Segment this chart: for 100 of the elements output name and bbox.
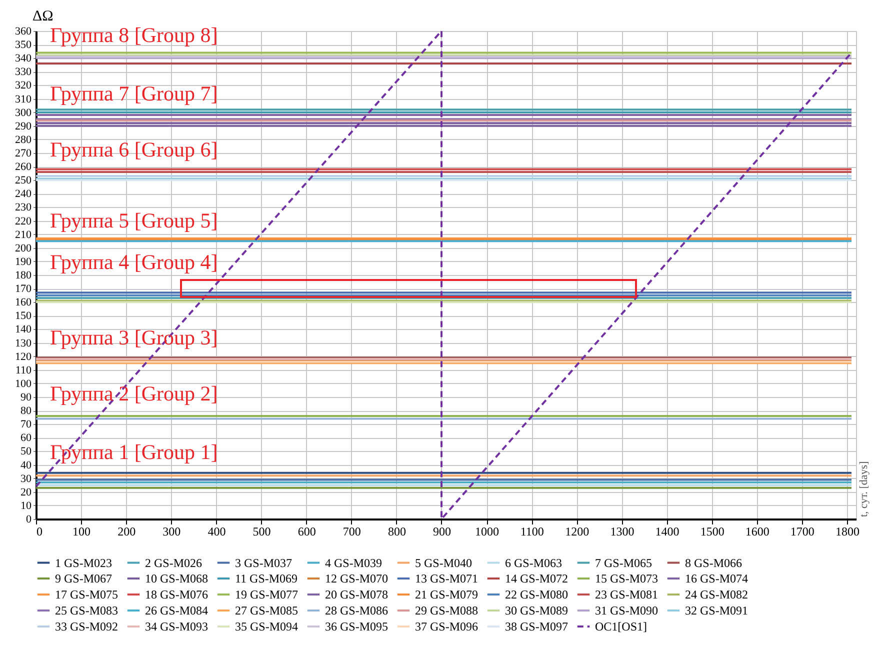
legend-label: 32 GS-M091 xyxy=(685,604,748,618)
annotation: Группа 4 [Group 4] xyxy=(50,250,218,274)
y-tick-label: 280 xyxy=(15,134,32,146)
legend-label: 23 GS-M081 xyxy=(595,588,658,602)
y-tick-label: 90 xyxy=(20,392,32,404)
legend-label: 2 GS-M026 xyxy=(145,556,202,570)
y-tick-label: 200 xyxy=(15,242,32,254)
legend-label: 5 GS-M040 xyxy=(415,556,472,570)
legend-label: 35 GS-M094 xyxy=(235,620,298,634)
x-tick-label: 1600 xyxy=(745,524,770,538)
legend-label: 3 GS-M037 xyxy=(235,556,292,570)
legend-label: 38 GS-M097 xyxy=(505,620,568,634)
annotation: Группа 1 [Group 1] xyxy=(50,440,218,464)
y-tick-label: 260 xyxy=(15,161,32,174)
y-tick-label: 70 xyxy=(20,418,32,431)
legend-label: 31 GS-M090 xyxy=(595,604,658,618)
legend-label: 33 GS-M092 xyxy=(55,620,118,634)
y-tick-label: 330 xyxy=(15,66,32,78)
x-tick-label: 100 xyxy=(72,524,91,538)
y-tick-label: 290 xyxy=(15,120,32,132)
y-axis-title: ΔΩ xyxy=(32,8,54,24)
legend-label: 19 GS-M077 xyxy=(235,588,298,602)
annotation: Группа 8 [Group 8] xyxy=(50,22,218,47)
legend-label: 18 GS-M076 xyxy=(145,588,208,602)
y-tick-label: 350 xyxy=(15,39,32,52)
legend-label: 13 GS-M071 xyxy=(415,572,478,586)
y-tick-label: 140 xyxy=(15,324,32,336)
x-tick-label: 700 xyxy=(342,524,361,538)
legend-label: 25 GS-M083 xyxy=(55,604,118,618)
y-tick-label: 320 xyxy=(15,80,32,92)
x-tick-label: 200 xyxy=(118,524,136,538)
legend-label: 6 GS-M063 xyxy=(505,556,562,570)
y-tick-label: 80 xyxy=(20,405,32,418)
legend-label: 12 GS-M070 xyxy=(325,572,388,586)
legend-label: 20 GS-M078 xyxy=(325,588,388,602)
y-tick-label: 160 xyxy=(15,296,32,309)
x-tick-label: 600 xyxy=(298,524,316,538)
legend-label: 8 GS-M066 xyxy=(685,556,742,570)
annotation: Группа 3 [Group 3] xyxy=(50,325,218,350)
legend-label: 27 GS-M085 xyxy=(235,604,298,618)
legend-label: OC1[OS1] xyxy=(595,620,648,634)
y-tick-label: 60 xyxy=(20,432,32,444)
x-tick-label: 1800 xyxy=(835,524,860,538)
y-tick-label: 220 xyxy=(15,215,32,228)
legend-label: 26 GS-M084 xyxy=(145,604,208,618)
legend-label: 17 GS-M075 xyxy=(55,588,118,602)
y-tick-label: 50 xyxy=(20,446,32,458)
legend-label: 22 GS-M080 xyxy=(505,588,568,602)
text: t, сут. [days] xyxy=(858,461,870,517)
y-tick-label: 170 xyxy=(15,283,32,296)
legend-label: 36 GS-M095 xyxy=(325,620,388,634)
y-tick-label: 190 xyxy=(15,256,32,268)
y-tick-label: 100 xyxy=(15,378,32,390)
legend-label: 29 GS-M088 xyxy=(415,604,478,618)
legend-label: 16 GS-M074 xyxy=(685,572,748,586)
annotation: Группа 2 [Group 2] xyxy=(50,382,218,406)
legend-label: 37 GS-M096 xyxy=(415,620,478,634)
legend-label: 28 GS-M086 xyxy=(325,604,388,618)
x-tick-label: 0 xyxy=(36,524,42,538)
y-tick-label: 210 xyxy=(15,228,32,241)
legend-label: 9 GS-M067 xyxy=(55,572,112,586)
y-tick-label: 310 xyxy=(15,93,32,106)
y-tick-label: 30 xyxy=(20,472,32,485)
x-tick-label: 300 xyxy=(162,524,181,538)
y-tick-label: 300 xyxy=(15,106,32,119)
x-tick-label: 500 xyxy=(252,524,271,538)
y-tick-label: 10 xyxy=(20,500,32,512)
legend-label: 10 GS-M068 xyxy=(145,572,208,586)
x-tick-label: 800 xyxy=(388,524,406,538)
y-tick-label: 150 xyxy=(15,310,32,322)
legend-label: 15 GS-M073 xyxy=(595,572,658,586)
y-tick-label: 110 xyxy=(15,364,32,376)
y-tick-label: 40 xyxy=(20,459,32,472)
y-tick-label: 250 xyxy=(15,174,32,187)
annotation: Группа 7 [Group 7] xyxy=(50,81,218,106)
legend-label: 14 GS-M072 xyxy=(505,572,568,586)
y-tick-label: 130 xyxy=(15,337,32,350)
legend-label: 21 GS-M079 xyxy=(415,588,478,602)
legend-label: 1 GS-M023 xyxy=(55,556,112,570)
legend-label: 34 GS-M093 xyxy=(145,620,208,634)
legend-label: 7 GS-M065 xyxy=(595,556,652,570)
x-tick-label: 1200 xyxy=(565,524,590,538)
x-tick-label: 1300 xyxy=(610,524,634,538)
x-tick-label: 1500 xyxy=(700,524,724,538)
legend-label: 11 GS-M069 xyxy=(235,572,298,586)
x-tick-label: 1100 xyxy=(520,524,544,538)
legend-label: 4 GS-M039 xyxy=(325,556,382,570)
annotation: Группа 6 [Group 6] xyxy=(50,138,218,162)
y-tick-label: 240 xyxy=(15,188,32,200)
y-tick-label: 340 xyxy=(15,52,32,65)
annotation: Группа 5 [Group 5] xyxy=(50,208,218,232)
x-tick-label: 1000 xyxy=(475,524,500,538)
x-tick-label: 1700 xyxy=(790,524,814,538)
legend-label: 30 GS-M089 xyxy=(505,604,568,618)
y-tick-label: 360 xyxy=(15,26,32,38)
x-tick-label: 900 xyxy=(432,524,451,538)
legend-label: 24 GS-M082 xyxy=(685,588,748,602)
y-tick-label: 120 xyxy=(15,350,32,363)
y-tick-label: 180 xyxy=(15,270,32,282)
x-tick-label: 400 xyxy=(208,524,226,538)
